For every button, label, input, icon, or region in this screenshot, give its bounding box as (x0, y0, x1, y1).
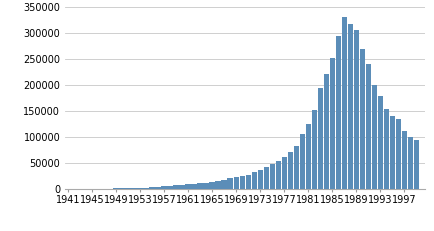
Bar (378, 96, 383, 189)
Bar (144, 188, 149, 189)
Bar (293, 146, 299, 189)
Bar (299, 134, 305, 189)
Bar (197, 183, 203, 189)
Bar (335, 36, 341, 189)
Bar (365, 64, 371, 189)
Bar (246, 175, 251, 189)
Bar (414, 140, 419, 189)
Bar (257, 170, 263, 189)
Bar (329, 58, 335, 189)
Bar (372, 85, 377, 189)
Bar (306, 124, 311, 189)
Bar (263, 167, 269, 189)
Bar (240, 176, 245, 189)
Bar (354, 30, 359, 189)
Bar (185, 184, 191, 189)
Bar (119, 188, 125, 189)
Bar (390, 116, 395, 189)
Bar (348, 24, 353, 189)
Bar (227, 179, 233, 189)
Bar (138, 188, 143, 189)
Bar (270, 164, 275, 189)
Bar (180, 185, 185, 189)
Bar (318, 88, 323, 189)
Bar (401, 131, 407, 189)
Bar (288, 152, 293, 189)
Bar (312, 110, 317, 189)
Bar (204, 183, 209, 189)
Bar (149, 187, 155, 189)
Bar (282, 157, 287, 189)
Bar (342, 17, 347, 189)
Bar (210, 182, 215, 189)
Bar (191, 184, 197, 189)
Bar (216, 181, 221, 189)
Bar (233, 177, 239, 189)
Bar (221, 179, 227, 189)
Bar (276, 161, 281, 189)
Bar (324, 74, 329, 189)
Bar (161, 186, 167, 189)
Bar (384, 109, 389, 189)
Bar (125, 188, 131, 189)
Bar (252, 172, 257, 189)
Bar (155, 187, 161, 189)
Bar (113, 188, 119, 189)
Bar (360, 49, 365, 189)
Bar (168, 186, 173, 189)
Bar (174, 185, 179, 189)
Bar (132, 188, 137, 189)
Bar (408, 137, 413, 189)
Bar (396, 119, 401, 189)
